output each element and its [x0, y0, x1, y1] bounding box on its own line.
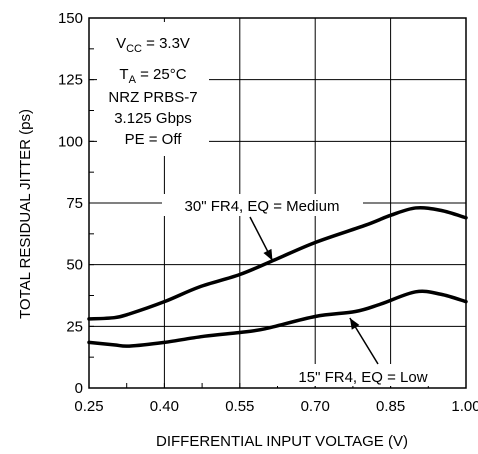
x-tick-labels: 0.25 0.40 0.55 0.70 0.85 1.00 — [74, 398, 478, 415]
y-tick-label: 50 — [66, 257, 83, 274]
condition-ta: TA = 25°C — [119, 66, 186, 86]
x-tick-label: 0.70 — [301, 398, 330, 415]
series-line-1 — [87, 289, 468, 348]
x-tick-label: 0.85 — [376, 398, 405, 415]
curve-label-low: 15" FR4, EQ = Low — [298, 369, 427, 386]
plot-frame — [88, 17, 467, 389]
curve-label-bg-low — [275, 364, 451, 386]
x-tick-label: 0.55 — [225, 398, 254, 415]
y-tick-label: 75 — [66, 195, 83, 212]
y-axis-label: TOTAL RESIDUAL JITTER (ps) — [17, 109, 34, 319]
annotation-arrows — [249, 216, 379, 365]
condition-pattern: NRZ PRBS-7 — [108, 89, 197, 106]
y-tick-label: 125 — [58, 72, 83, 89]
condition-pe: PE = Off — [125, 131, 183, 148]
x-tick-label: 0.25 — [74, 398, 103, 415]
condition-vcc: VCC = 3.3V — [116, 35, 190, 55]
y-tick-label: 0 — [75, 380, 83, 397]
x-axis-label: DIFFERENTIAL INPUT VOLTAGE (V) — [156, 433, 408, 450]
series-line-0 — [87, 205, 468, 321]
conditions-box — [97, 22, 209, 156]
x-tick-label: 0.40 — [150, 398, 179, 415]
y-tick-labels: 0 25 50 75 100 125 150 — [58, 10, 83, 397]
condition-rate: 3.125 Gbps — [114, 110, 192, 127]
arrow-low-head — [349, 318, 360, 330]
series-lines — [87, 205, 468, 348]
curve-label-bg-medium — [162, 194, 363, 216]
y-tick-label: 100 — [58, 133, 83, 150]
y-tick-label: 150 — [58, 10, 83, 27]
curve-label-medium: 30" FR4, EQ = Medium — [185, 198, 340, 215]
arrow-medium-head — [263, 248, 273, 261]
y-tick-label: 25 — [66, 318, 83, 335]
x-tick-label: 1.00 — [451, 398, 478, 415]
